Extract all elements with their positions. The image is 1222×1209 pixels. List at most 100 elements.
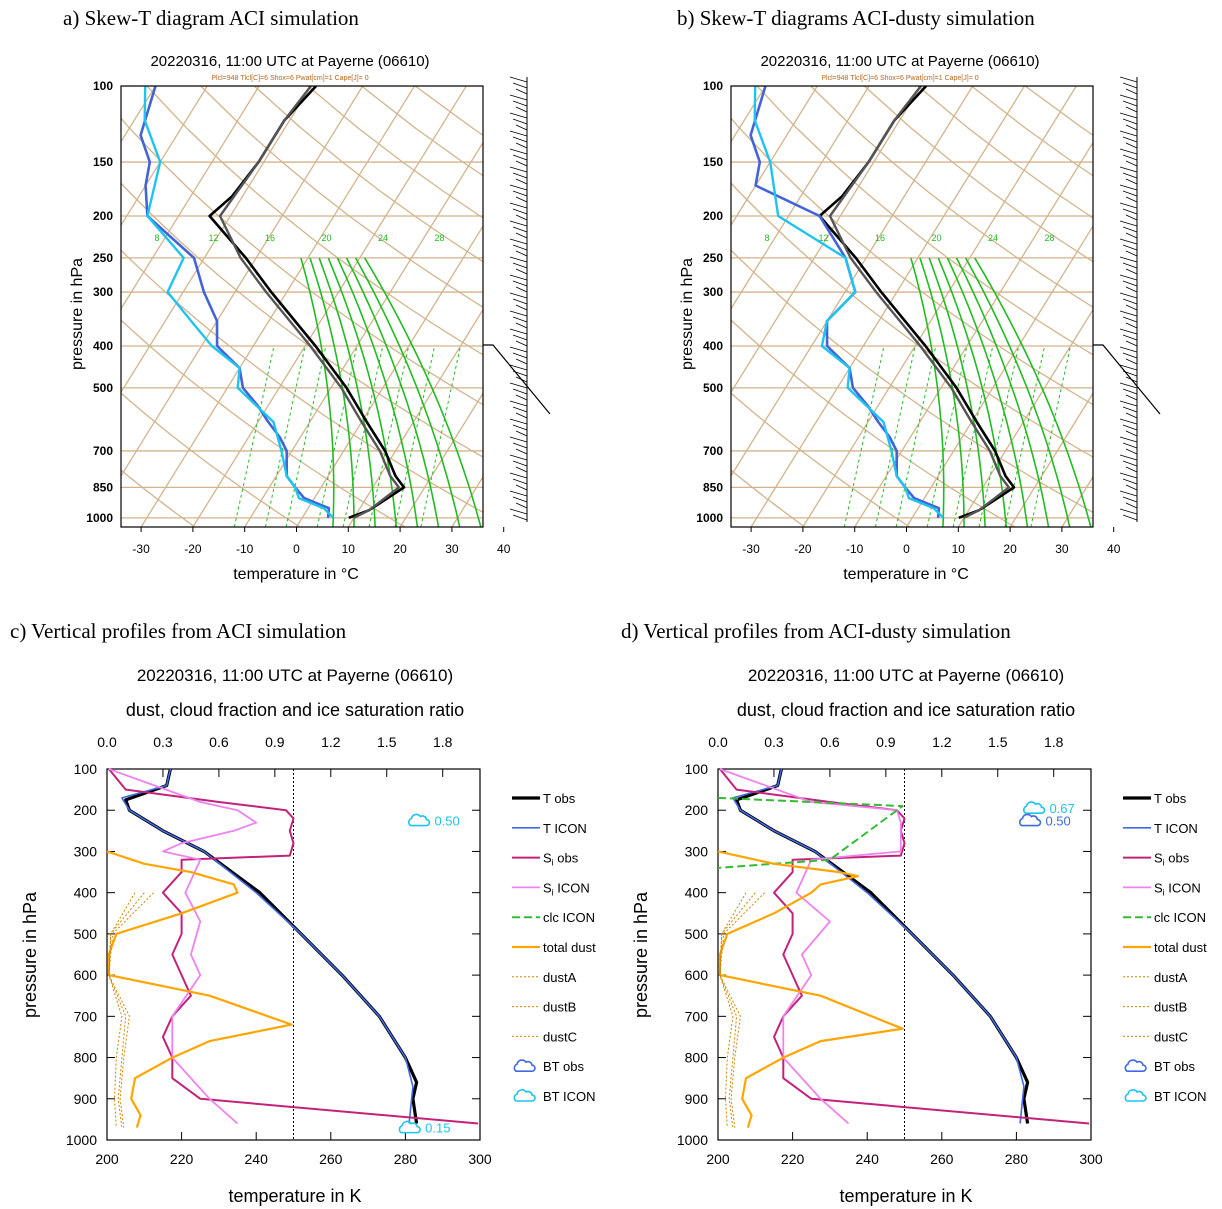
wind-barb xyxy=(509,400,528,407)
wind-barb xyxy=(1119,472,1138,479)
x-tick-label: 260 xyxy=(319,1151,343,1167)
wind-barb xyxy=(1125,232,1138,239)
x-tick-label: 30 xyxy=(1055,542,1069,556)
x-tick-label: 200 xyxy=(706,1151,730,1167)
isotherm xyxy=(1217,86,1222,527)
skewt-title: 20220316, 11:00 UTC at Payerne (06610) xyxy=(150,53,429,70)
wind-barb xyxy=(1125,160,1138,167)
x-tick-label: 240 xyxy=(245,1151,269,1167)
moist-adiabat xyxy=(910,257,945,527)
dry-adiabat xyxy=(731,469,806,527)
wind-barb xyxy=(509,346,528,353)
legend-label: T ICON xyxy=(1154,821,1198,836)
legend-label: T obs xyxy=(1154,791,1187,806)
wind-barb xyxy=(509,166,528,173)
cloud-fraction-label: 0.50 xyxy=(434,814,459,829)
wind-barb xyxy=(1119,130,1138,137)
dry-adiabat xyxy=(382,86,700,527)
wind-barb xyxy=(1119,76,1138,83)
panel-a-title: a) Skew-T diagram ACI simulation xyxy=(63,6,359,30)
wind-barb xyxy=(515,484,528,491)
series-t-icon xyxy=(121,768,414,1124)
isotherm xyxy=(0,86,104,527)
top-tick-label: 1.2 xyxy=(321,734,341,750)
isotherm xyxy=(285,86,558,527)
legend-label: dustB xyxy=(543,1000,576,1015)
legend-label: dustA xyxy=(1154,970,1188,985)
wind-barb xyxy=(512,172,528,179)
wind-barb xyxy=(512,208,528,215)
series-si-icon xyxy=(108,768,258,1125)
moist-adiabat xyxy=(300,257,335,527)
isotherm xyxy=(389,86,662,527)
legend-label: BT ICON xyxy=(543,1089,596,1104)
isotherm xyxy=(337,86,610,527)
cloud-fraction-label: 0.15 xyxy=(425,1121,450,1136)
wind-barb xyxy=(515,196,528,203)
wind-barb xyxy=(515,160,528,167)
y-tick-label: 300 xyxy=(93,285,113,299)
y-tick-label: 900 xyxy=(685,1091,709,1107)
dry-adiabat xyxy=(731,182,1093,458)
isotherm xyxy=(731,86,818,227)
wind-barb xyxy=(515,268,528,275)
wind-barb xyxy=(1125,196,1138,203)
wind-barb xyxy=(1119,112,1138,119)
wind-barb xyxy=(1125,322,1138,329)
wind-barb xyxy=(1122,190,1138,197)
x-tick-label: -20 xyxy=(794,542,812,556)
moist-adiabat xyxy=(364,257,482,527)
wind-barb xyxy=(512,226,528,233)
wind-barb xyxy=(515,502,528,509)
isotherm xyxy=(905,224,1093,527)
mixing-ratio-line xyxy=(1004,345,1046,527)
wind-barb xyxy=(1125,304,1138,311)
skewt-plot-area: 8 12 16 20 24 28 32 xyxy=(285,86,1222,527)
wind-barb xyxy=(1119,220,1138,227)
isotherm xyxy=(957,308,1093,527)
bt-obs-cloud-icon xyxy=(1019,813,1042,827)
wind-barb xyxy=(515,142,528,149)
y-tick-label: 700 xyxy=(703,444,723,458)
wind-barb xyxy=(509,112,528,119)
isotherm xyxy=(399,392,483,527)
profile-title: 20220316, 11:00 UTC at Payerne (06610) xyxy=(748,666,1064,685)
legend-label-rest: obs xyxy=(1165,851,1190,866)
wind-barb xyxy=(1122,334,1138,341)
dry-adiabat xyxy=(121,117,483,406)
moist-adiabat xyxy=(928,257,986,527)
wind-barb xyxy=(512,280,528,287)
wind-barb xyxy=(1122,442,1138,449)
wind-barb xyxy=(1122,262,1138,269)
series-td-icon xyxy=(753,86,945,519)
legend-label: BT obs xyxy=(543,1059,584,1074)
wind-barb xyxy=(509,184,528,191)
wind-barb xyxy=(1119,256,1138,263)
wind-barb xyxy=(512,514,528,521)
series-dusta xyxy=(719,892,756,1128)
isotherm xyxy=(192,86,467,527)
moist-adiabat xyxy=(354,257,461,527)
moist-adiabat xyxy=(964,257,1071,527)
series-dustb xyxy=(719,892,765,1128)
wind-barb xyxy=(509,508,528,515)
mixing-ratio-label: 20 xyxy=(931,233,941,243)
legend-label: total dust xyxy=(543,940,596,955)
wind-barb xyxy=(1122,478,1138,485)
wind-barb xyxy=(509,328,528,335)
mixing-ratio-line xyxy=(926,345,968,527)
top-tick-label: 0.9 xyxy=(265,734,285,750)
x-tick-label: 10 xyxy=(342,542,356,556)
isotherm xyxy=(504,86,777,527)
panel-d-title: d) Vertical profiles from ACI-dusty simu… xyxy=(621,619,1011,643)
y-tick-label: 850 xyxy=(93,480,113,494)
x-tick-label: 300 xyxy=(468,1151,492,1167)
wind-barb xyxy=(515,178,528,185)
mixing-ratio-line xyxy=(420,345,462,527)
x-tick-label: 220 xyxy=(170,1151,194,1167)
wind-barb xyxy=(509,292,528,299)
x-tick-label: 30 xyxy=(445,542,459,556)
mixing-ratio-line xyxy=(264,345,306,527)
wind-barb xyxy=(1125,142,1138,149)
